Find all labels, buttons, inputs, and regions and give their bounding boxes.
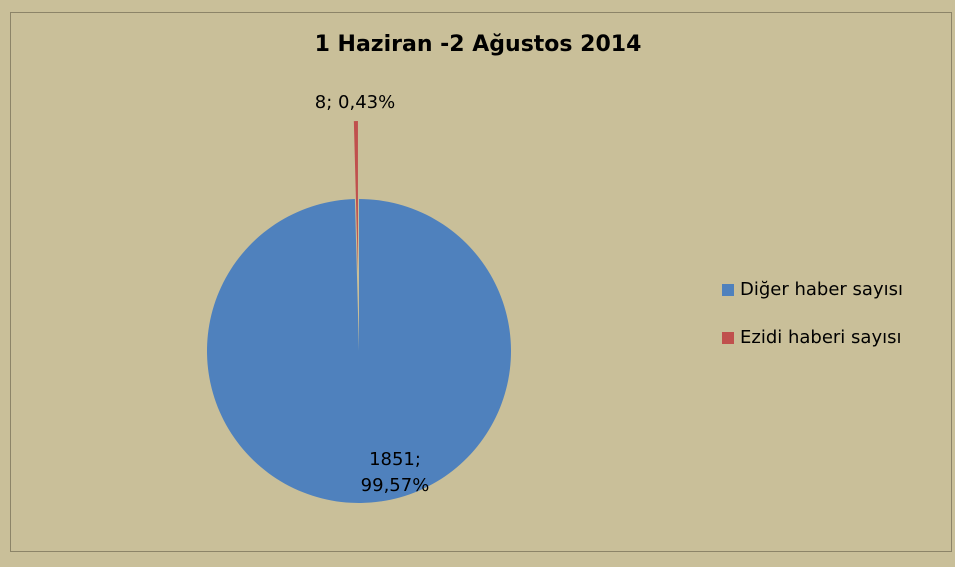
pie-slice (353, 121, 358, 274)
legend-swatch (722, 284, 734, 296)
chart-title: 1 Haziran -2 Ağustos 2014 (315, 32, 642, 57)
data-label: 1851; 99,57% (360, 449, 430, 496)
legend-label: Ezidi haberi sayısı (740, 327, 901, 348)
pie-slice (206, 199, 511, 503)
legend-swatch (722, 332, 734, 344)
legend-label: Diğer haber sayısı (740, 279, 903, 300)
data-label: 8; 0,43% (314, 92, 396, 113)
